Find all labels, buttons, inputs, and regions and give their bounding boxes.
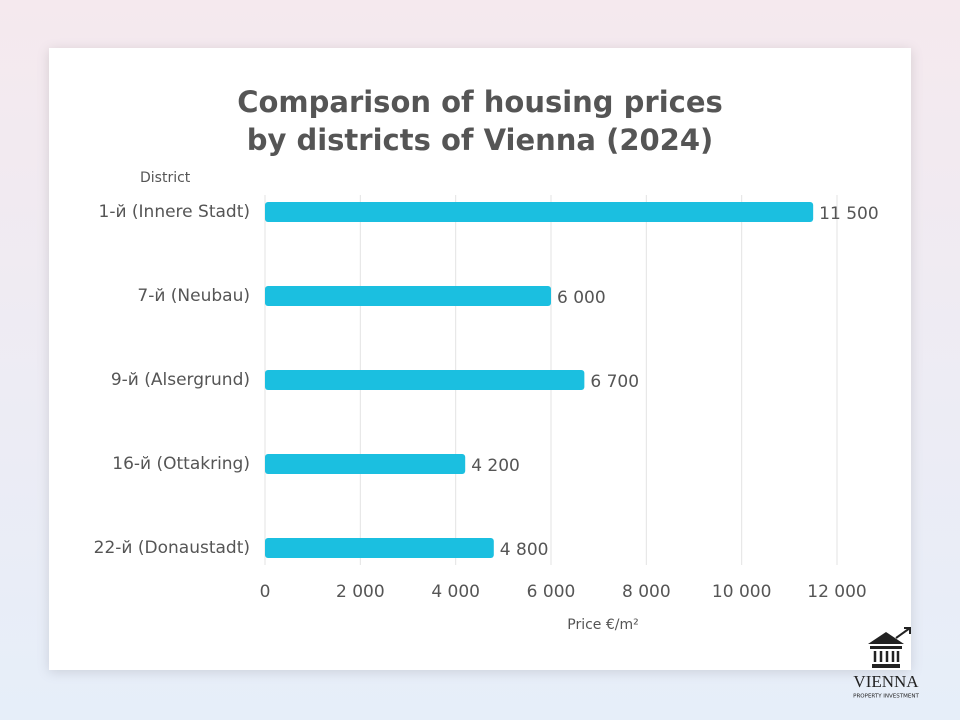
logo: VIENNA PROPERTY INVESTMENT bbox=[853, 627, 919, 700]
value-label: 11 500 bbox=[819, 204, 878, 224]
card bbox=[49, 48, 911, 670]
value-label: 6 700 bbox=[590, 372, 639, 392]
value-label: 6 000 bbox=[557, 288, 606, 308]
y-tick-label: 7-й (Neubau) bbox=[137, 286, 250, 306]
value-label: 4 800 bbox=[500, 540, 549, 560]
y-tick-label: 1-й (Innere Stadt) bbox=[99, 202, 251, 222]
bar bbox=[265, 538, 494, 558]
x-tick-label: 10 000 bbox=[712, 582, 771, 602]
x-axis-label: Price €/m² bbox=[567, 617, 638, 633]
logo-name: VIENNA bbox=[853, 672, 919, 691]
chart-subtitle: by districts of Vienna (2024) bbox=[247, 123, 714, 157]
x-tick-label: 2 000 bbox=[336, 582, 385, 602]
chart-title: Comparison of housing prices bbox=[237, 85, 723, 119]
y-tick-label: 22-й (Donaustadt) bbox=[94, 538, 250, 558]
value-label: 4 200 bbox=[471, 456, 520, 476]
x-tick-label: 12 000 bbox=[807, 582, 866, 602]
bar bbox=[265, 202, 814, 222]
x-tick-label: 4 000 bbox=[431, 582, 480, 602]
bar bbox=[265, 286, 551, 306]
y-axis-label: District bbox=[140, 170, 191, 186]
logo-tagline: PROPERTY INVESTMENT bbox=[853, 694, 919, 700]
y-tick-label: 16-й (Ottakring) bbox=[112, 454, 250, 474]
bar bbox=[265, 370, 585, 390]
bar bbox=[265, 454, 466, 474]
x-tick-label: 0 bbox=[260, 582, 271, 602]
x-tick-label: 8 000 bbox=[622, 582, 671, 602]
y-tick-label: 9-й (Alsergrund) bbox=[111, 370, 250, 390]
x-tick-label: 6 000 bbox=[527, 582, 576, 602]
